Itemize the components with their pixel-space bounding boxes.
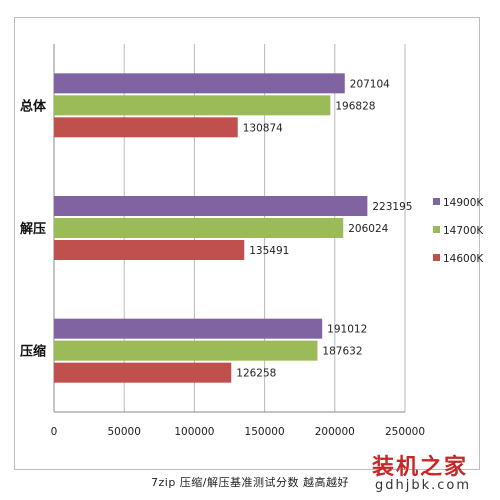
category-label: 压缩 bbox=[20, 344, 46, 360]
bar bbox=[54, 196, 368, 216]
legend-swatch bbox=[433, 226, 440, 233]
category-label: 总体 bbox=[20, 98, 47, 114]
bar-value-label: 206024 bbox=[348, 223, 388, 235]
bar bbox=[54, 240, 245, 260]
bar-value-label: 207104 bbox=[350, 78, 390, 90]
bar bbox=[54, 340, 318, 361]
legend-label: 14900K bbox=[443, 197, 484, 209]
bar bbox=[54, 362, 232, 383]
x-tick-label: 250000 bbox=[385, 426, 425, 438]
bar bbox=[54, 218, 344, 238]
bar-value-label: 196828 bbox=[335, 100, 375, 112]
bar-value-label: 191012 bbox=[327, 324, 367, 336]
legend-swatch bbox=[433, 254, 440, 261]
chart-caption: 7zip 压缩/解压基准测试分数 越高越好 bbox=[150, 476, 349, 489]
bar-value-label: 187632 bbox=[322, 346, 362, 358]
x-tick-label: 0 bbox=[51, 426, 58, 438]
watermark-title: 装机之家 bbox=[372, 455, 469, 480]
bar-value-label: 223195 bbox=[372, 201, 412, 213]
x-tick-label: 200000 bbox=[315, 426, 355, 438]
legend-swatch bbox=[433, 198, 440, 205]
x-tick-label: 50000 bbox=[107, 426, 140, 438]
legend-label: 14700K bbox=[443, 225, 484, 237]
bar-value-label: 130874 bbox=[243, 122, 283, 134]
legend-label: 14600K bbox=[443, 253, 484, 265]
x-tick-label: 100000 bbox=[174, 426, 214, 438]
bar bbox=[54, 318, 323, 339]
bar bbox=[54, 73, 345, 94]
watermark-url: gdhjbk.com bbox=[375, 478, 472, 493]
x-tick-label: 150000 bbox=[245, 426, 285, 438]
category-label: 解压 bbox=[19, 221, 46, 237]
bar-value-label: 126258 bbox=[236, 368, 276, 380]
bar bbox=[54, 95, 331, 116]
bar-value-label: 135491 bbox=[249, 245, 289, 257]
bar bbox=[54, 117, 238, 138]
